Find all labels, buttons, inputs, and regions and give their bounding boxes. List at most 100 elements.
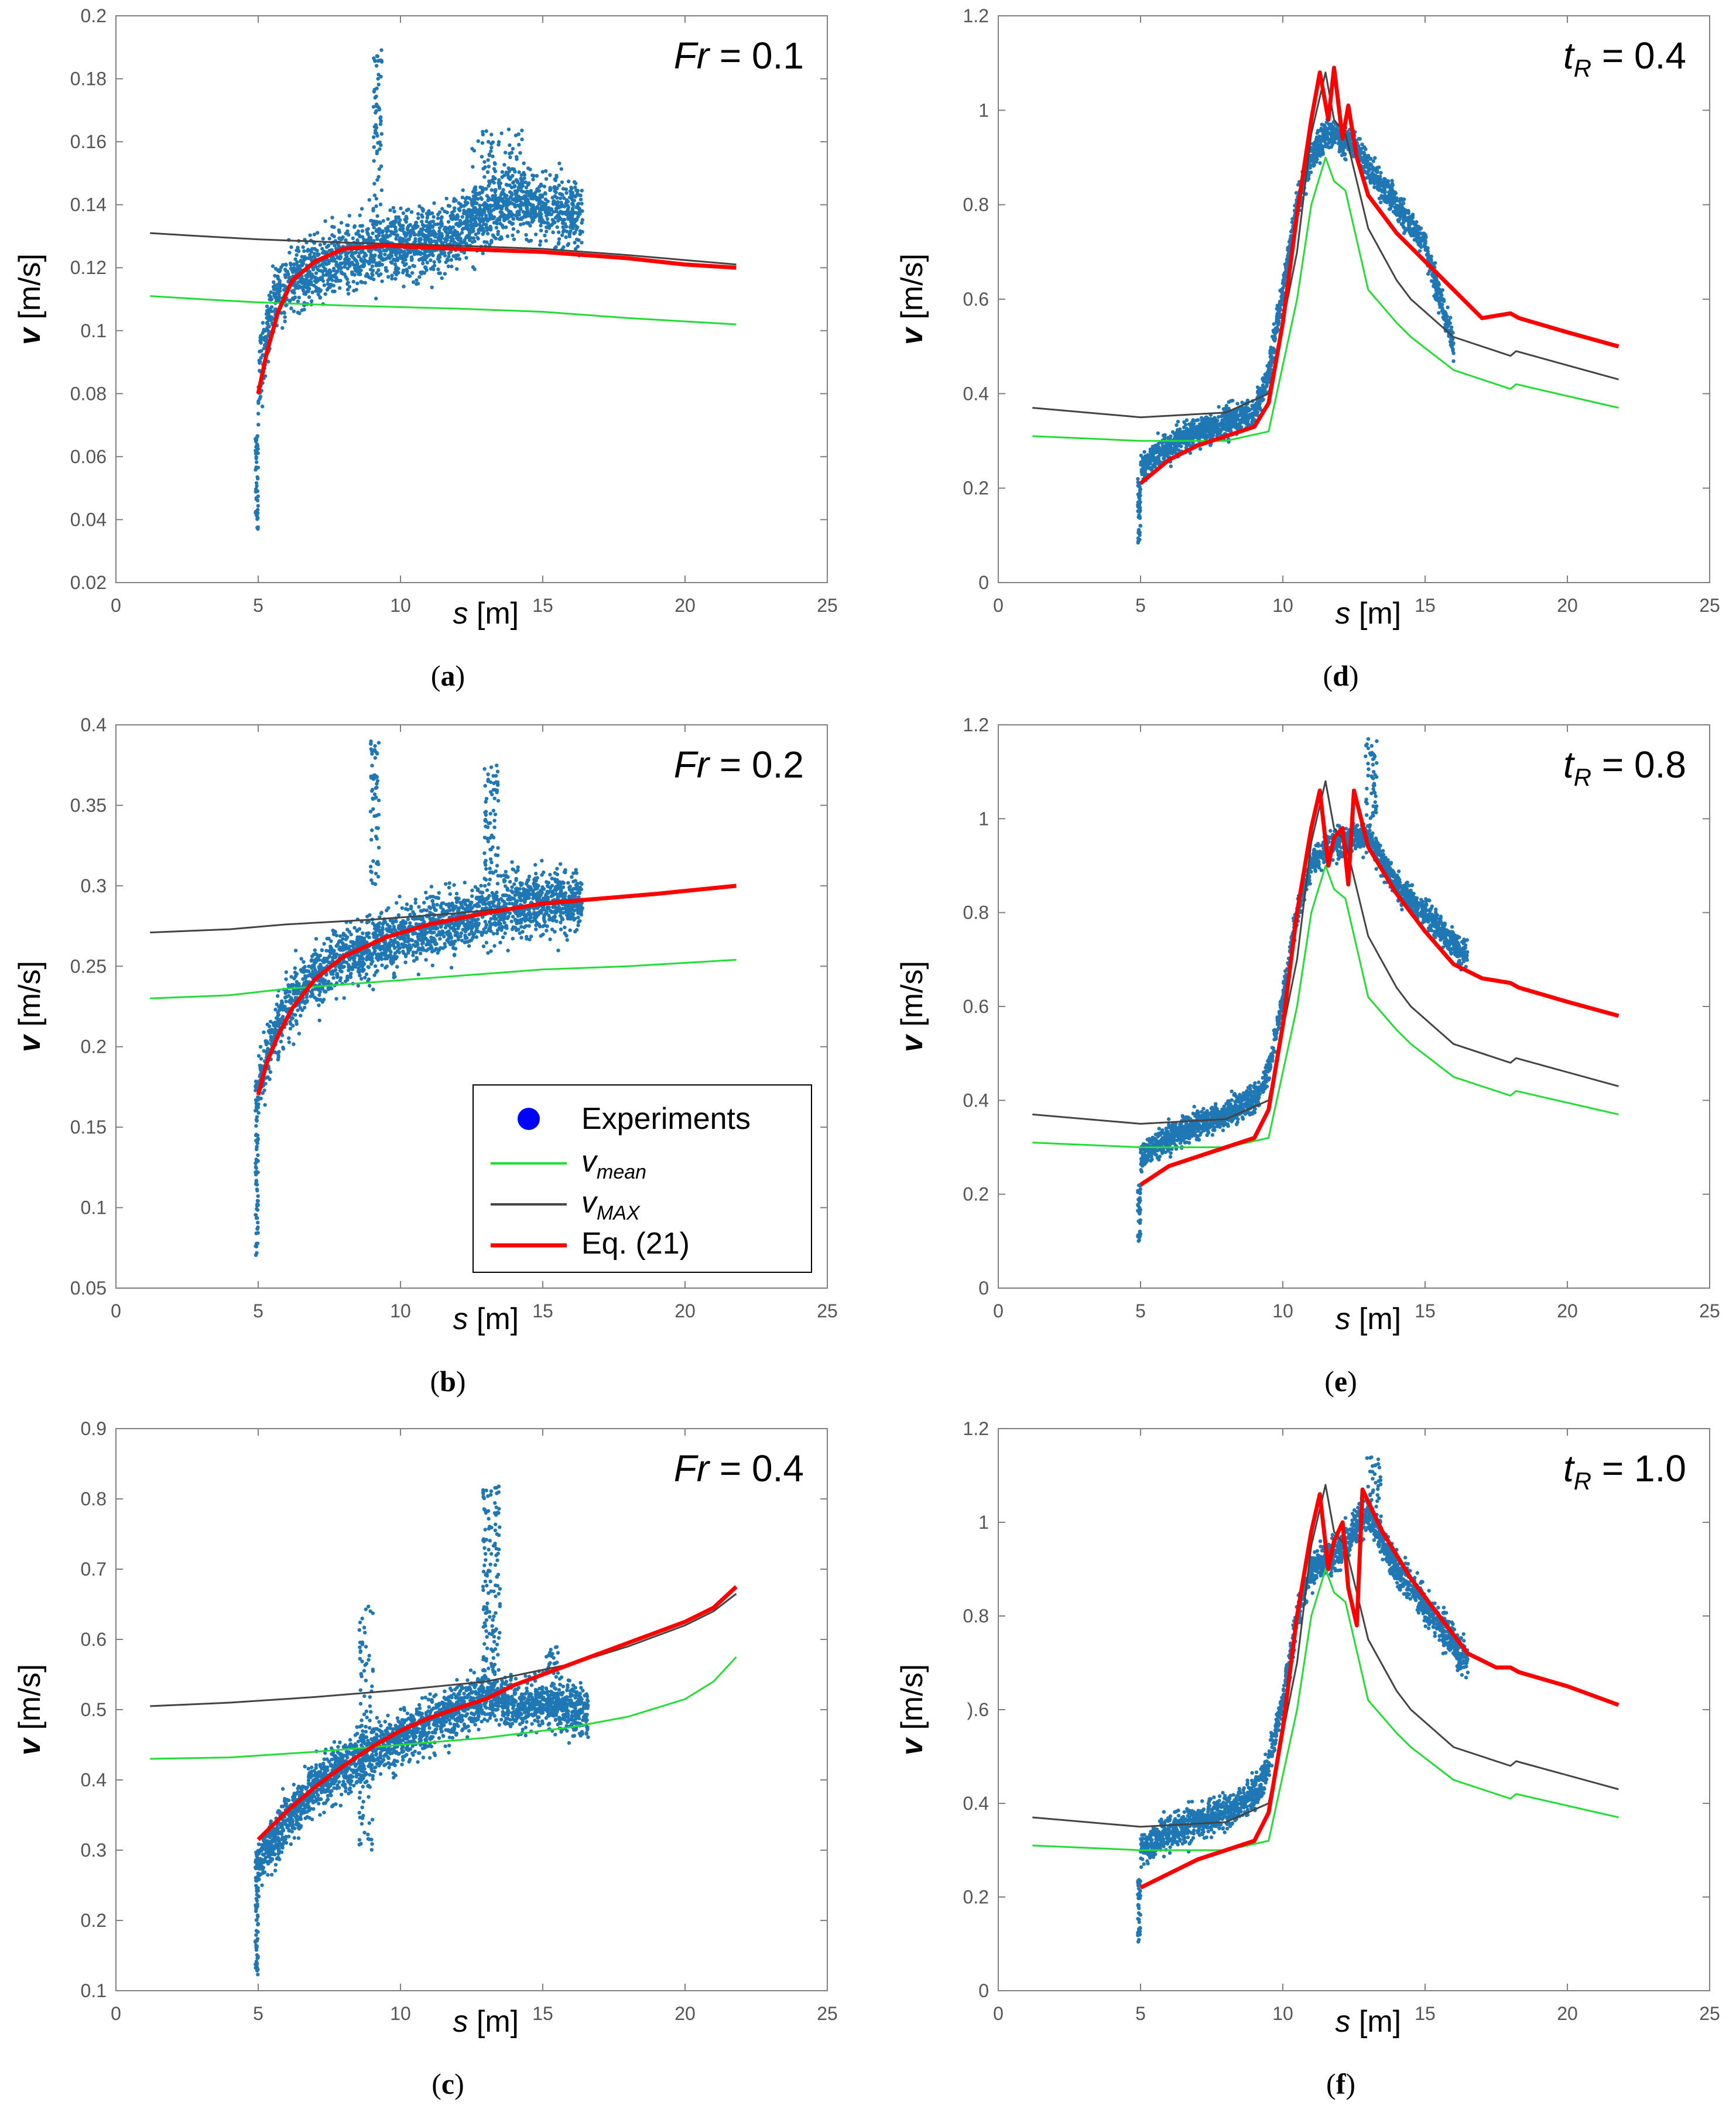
experiment-point (494, 898, 497, 901)
experiment-point (422, 908, 426, 912)
experiment-point (347, 292, 350, 296)
experiment-point (431, 254, 434, 257)
experiment-point (353, 960, 357, 963)
experiment-point (459, 203, 463, 206)
experiment-point (570, 891, 573, 894)
experiment-point (268, 325, 271, 328)
experiment-point (417, 905, 420, 909)
experiment-point (378, 108, 381, 111)
experiment-point (293, 966, 297, 970)
experiment-point (299, 264, 302, 268)
experiment-point (331, 951, 335, 954)
experiment-point (406, 947, 409, 950)
experiment-point (500, 132, 504, 135)
y-tick-label-a-9: 0.2 (81, 5, 107, 26)
experiment-point (295, 261, 299, 264)
experiment-point (361, 932, 364, 935)
experiment-point (375, 929, 378, 933)
experiment-point (375, 814, 378, 817)
experiment-point (367, 936, 371, 939)
experiment-point (474, 903, 477, 907)
experiment-point (545, 230, 548, 233)
experiment-point (358, 214, 362, 217)
experiment-point (482, 219, 485, 222)
experiment-point (576, 907, 580, 910)
experiment-point (275, 1002, 279, 1006)
experiment-point (324, 292, 327, 296)
experiment-point (378, 59, 381, 62)
experiment-point (255, 1133, 258, 1136)
experiment-point (517, 143, 521, 146)
experiment-point (268, 293, 271, 297)
experiment-point (467, 933, 471, 936)
experiment-point (359, 280, 362, 283)
experiment-point (498, 186, 501, 190)
experiment-point (258, 1066, 262, 1070)
experiment-point (292, 977, 296, 980)
experiment-point (395, 234, 398, 238)
experiment-point (507, 128, 511, 131)
experiment-point (422, 234, 425, 238)
experiment-point (519, 222, 522, 226)
experiment-point (370, 828, 374, 832)
experiment-point (372, 973, 376, 977)
experiment-point (417, 258, 421, 262)
experiment-point (488, 928, 492, 932)
experiment-point (451, 225, 455, 229)
experiment-point (416, 943, 419, 946)
experiment-point (287, 1036, 290, 1040)
experiment-point (384, 920, 387, 924)
experiment-point (472, 932, 476, 935)
experiment-point (539, 934, 543, 937)
y-axis-label-c: v [m/s] (13, 1664, 47, 1755)
experiment-point (382, 219, 385, 222)
experiment-point (573, 195, 577, 198)
experiment-point (470, 939, 473, 942)
y-tick-label-c-7: 0.8 (81, 1488, 107, 1509)
experiment-point (469, 236, 472, 239)
experiment-point (515, 157, 518, 161)
experiment-point (374, 756, 377, 759)
experiment-point (386, 1714, 389, 1717)
experiment-point (542, 916, 546, 919)
experiment-point (290, 1016, 294, 1020)
experiment-point (405, 270, 409, 273)
experiment-point (459, 237, 463, 240)
experiment-point (480, 155, 484, 158)
experiment-point (371, 207, 375, 210)
experiment-point (433, 260, 436, 263)
experiment-point (475, 896, 478, 900)
experiment-point (256, 444, 259, 448)
experiment-point (345, 282, 349, 286)
experiment-point (574, 883, 578, 886)
experiment-point (484, 824, 487, 828)
experiment-point (431, 265, 434, 269)
experiment-point (332, 284, 335, 287)
experiment-point (472, 149, 476, 152)
experiment-point (296, 300, 300, 303)
experiment-point (333, 290, 336, 293)
experiment-point (379, 945, 383, 949)
experiment-point (396, 271, 400, 274)
experiment-point (270, 315, 273, 319)
experiment-point (534, 872, 537, 875)
experiment-point (465, 216, 468, 220)
experiment-point (415, 221, 418, 224)
experiment-point (307, 970, 310, 973)
experiment-point (352, 225, 356, 229)
experiment-point (469, 908, 472, 911)
experiment-point (457, 896, 461, 900)
experiment-point (368, 262, 371, 265)
experiment-point (487, 882, 491, 886)
experiment-point (513, 189, 517, 193)
experiment-point (383, 253, 386, 256)
x-tick-label-b-4: 20 (674, 1300, 696, 1321)
experiment-point (255, 1115, 259, 1119)
experiment-point (489, 812, 492, 816)
experiment-point (444, 261, 448, 264)
legend-label-experiments: Experiments (581, 1102, 751, 1136)
experiment-point (504, 893, 507, 897)
experiment-point (365, 973, 368, 976)
experiment-point (486, 772, 489, 776)
experiment-point (399, 224, 402, 227)
